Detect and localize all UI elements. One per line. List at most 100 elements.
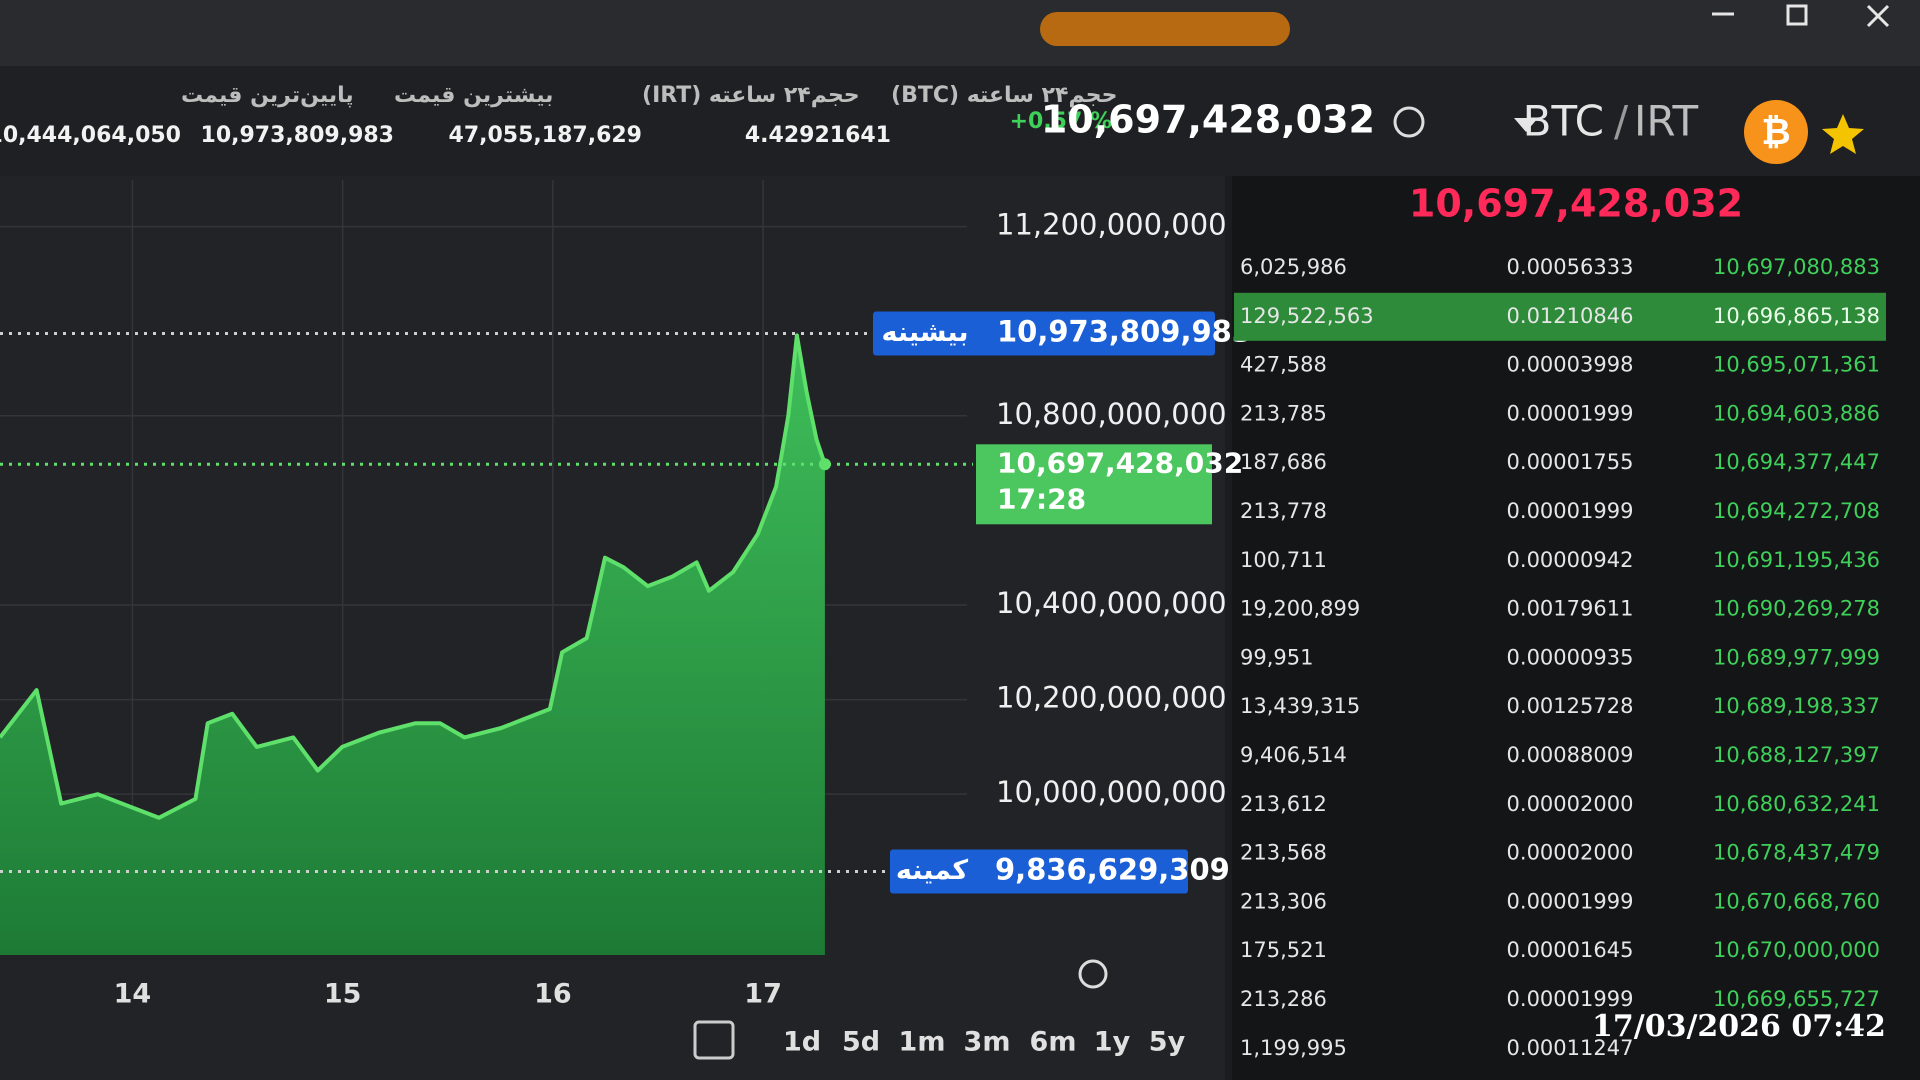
chart: 11,200,000,000 10,800,000,000 10,400,000,0…	[0, 180, 1252, 1010]
order-amount: 0.00001999	[1507, 889, 1634, 913]
timeframe-button[interactable]: 5y	[1149, 1027, 1186, 1058]
timeframe-button[interactable]: 5d	[842, 1027, 880, 1058]
y-tick-label: 10,400,000,000	[996, 586, 1227, 620]
order-price: 10,689,198,337	[1713, 694, 1880, 718]
order-amount: 0.00000942	[1507, 548, 1634, 572]
timeframe-button[interactable]: 1m	[899, 1027, 946, 1058]
y-tick-label: 10,200,000,000	[996, 681, 1227, 715]
max-label-box	[873, 311, 1215, 356]
current-label-box	[976, 444, 1212, 525]
order-volume: 99,951	[1240, 645, 1313, 669]
title-bar	[0, 0, 1920, 66]
photo-timestamp: 17/03/2026 07:42	[1592, 1009, 1886, 1044]
stat-label: بیشترین قیمت	[394, 83, 553, 108]
y-tick-label: 10,800,000,000	[996, 397, 1227, 431]
order-price: 10,690,269,278	[1713, 597, 1880, 621]
x-tick-label: 17	[744, 979, 782, 1010]
max-value: 10,973,809,983	[997, 315, 1252, 349]
order-price: 10,695,071,361	[1713, 353, 1880, 377]
settings-icon[interactable]	[1078, 959, 1108, 989]
order-volume: 213,568	[1240, 841, 1327, 865]
order-volume: 9,406,514	[1240, 743, 1347, 767]
max-name: بیشینه	[881, 317, 968, 348]
favorite-star[interactable]	[1822, 114, 1864, 154]
order-amount: 0.00000935	[1507, 645, 1634, 669]
stat-label: حجم۲۴ ساعته (IRT)	[642, 83, 860, 108]
order-price: 10,691,195,436	[1713, 548, 1880, 572]
order-price: 10,696,865,138	[1713, 304, 1880, 328]
order-volume: 213,286	[1240, 987, 1327, 1011]
window-controls	[1712, 4, 1890, 28]
order-volume: 213,785	[1240, 401, 1327, 425]
order-amount: 0.00088009	[1507, 743, 1634, 767]
order-price: 10,678,437,479	[1713, 841, 1880, 865]
timeframe-button[interactable]: 1d	[783, 1027, 821, 1058]
min-value: 9,836,629,309	[995, 852, 1230, 886]
order-price: 10,694,377,447	[1713, 450, 1880, 474]
order-volume: 100,711	[1240, 548, 1327, 572]
order-volume: 13,439,315	[1240, 694, 1360, 718]
pair-separator: /	[1614, 97, 1629, 146]
close[interactable]	[1866, 4, 1890, 28]
timeframe-button[interactable]: 1y	[1094, 1027, 1131, 1058]
order-amount: 0.00011247	[1507, 1036, 1634, 1060]
order-amount: 0.00003998	[1507, 353, 1634, 377]
current-time: 17:28	[997, 482, 1086, 515]
min-label-box	[890, 849, 1188, 894]
y-tick-label: 10,000,000,000	[996, 775, 1227, 809]
order-book-price: 10,697,428,032	[1409, 182, 1743, 226]
x-tick-label: 15	[324, 979, 362, 1010]
stat-value: 4.42921641	[745, 123, 891, 148]
order-amount: 0.00002000	[1507, 841, 1634, 865]
tab-pill[interactable]	[1040, 12, 1290, 46]
pair-quote: IRT	[1634, 97, 1699, 146]
order-amount: 0.00125728	[1507, 694, 1634, 718]
info-icon[interactable]	[1393, 106, 1425, 138]
price-change: +0.57 %	[1010, 109, 1112, 134]
x-tick-label: 14	[114, 979, 152, 1010]
price-line	[0, 333, 827, 820]
order-price: 10,680,632,241	[1713, 792, 1880, 816]
pair-base: BTC	[1523, 97, 1604, 146]
order-amount: 0.00002000	[1507, 792, 1634, 816]
stats-bar	[0, 66, 1920, 176]
stat-label: پایین‌ترین قیمت	[181, 83, 354, 108]
order-volume: 6,025,986	[1240, 255, 1347, 279]
order-amount: 0.00001999	[1507, 987, 1634, 1011]
timeframe-button[interactable]: 3m	[964, 1027, 1011, 1058]
order-price: 10,670,668,760	[1713, 889, 1880, 913]
current-dot	[818, 458, 831, 471]
order-volume: 427,588	[1240, 353, 1327, 377]
last-price: 10,697,428,032	[1041, 98, 1375, 142]
stat-value: 10,973,809,983	[201, 123, 394, 148]
timeframe-button[interactable]: 6m	[1030, 1027, 1077, 1058]
area-fill	[0, 335, 825, 955]
order-amount: 0.01210846	[1507, 304, 1634, 328]
order-price: 10,694,603,886	[1713, 401, 1880, 425]
min-name: کمینه	[896, 855, 969, 886]
order-amount: 0.00056333	[1507, 255, 1634, 279]
order-price: 10,670,000,000	[1713, 938, 1880, 962]
order-volume: 19,200,899	[1240, 597, 1360, 621]
order-row-highlight	[1234, 292, 1886, 341]
maximize[interactable]	[1786, 4, 1808, 26]
order-price: 10,688,127,397	[1713, 743, 1880, 767]
stat-value: 10,444,064,050	[0, 123, 181, 148]
order-amount: 0.00001645	[1507, 938, 1634, 962]
order-volume: 175,521	[1240, 938, 1327, 962]
order-volume: 187,686	[1240, 450, 1327, 474]
order-price: 10,689,977,999	[1713, 645, 1880, 669]
stat-value: 47,055,187,629	[449, 123, 642, 148]
pair-dropdown[interactable]	[1514, 118, 1538, 132]
order-volume: 129,522,563	[1240, 304, 1374, 328]
order-price: 10,694,272,708	[1713, 499, 1880, 523]
btc-icon-glyph: ₿	[1761, 112, 1790, 153]
order-amount: 0.00179611	[1507, 597, 1634, 621]
order-volume: 213,778	[1240, 499, 1327, 523]
order-amount: 0.00001755	[1507, 450, 1634, 474]
x-tick-label: 16	[534, 979, 572, 1010]
order-volume: 213,306	[1240, 889, 1327, 913]
calendar-icon[interactable]	[693, 1020, 735, 1060]
order-amount: 0.00001999	[1507, 499, 1634, 523]
